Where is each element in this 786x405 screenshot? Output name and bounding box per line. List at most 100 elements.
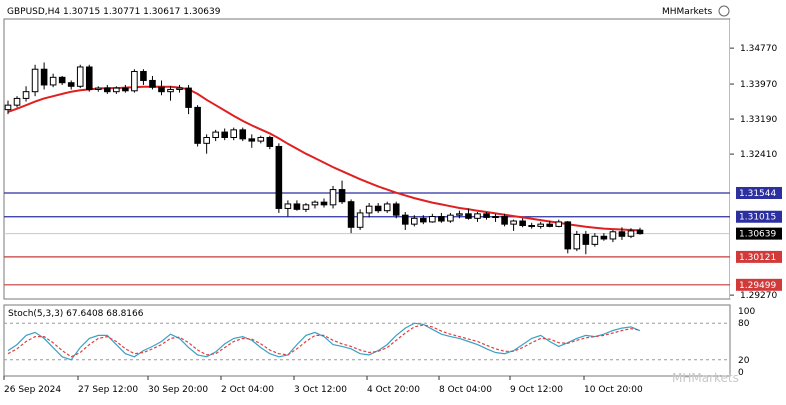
stoch-label: Stoch(5,3,3) 67.6408 68.8166 [8, 309, 144, 319]
candle-body-bullish [284, 203, 292, 209]
candle-body-bullish [447, 214, 454, 222]
candle-body-bullish [203, 136, 210, 144]
candle-body-bullish [573, 233, 581, 250]
candle-body-bearish [618, 231, 626, 237]
candle-body-bearish [600, 235, 608, 240]
candle-body-bearish [40, 68, 48, 86]
candle-body-bullish [329, 189, 337, 206]
candle-body-bearish [149, 79, 156, 88]
candle-body-bullish [94, 87, 102, 90]
candle-body-bearish [275, 145, 283, 209]
candle-body-bearish [401, 214, 409, 225]
candle-body-bullish [76, 66, 84, 87]
candle-body-bearish [519, 220, 526, 226]
time-tick-label: 10 Oct 20:00 [584, 385, 643, 395]
price-level-label: 1.31544 [739, 189, 776, 199]
candle-body-bullish [13, 97, 21, 106]
price-level-label: 1.30639 [739, 230, 776, 240]
candle-body-bullish [429, 216, 436, 223]
candle-body-bearish [636, 229, 644, 235]
candle-body-bearish [546, 223, 554, 227]
candle-body-bullish [4, 104, 12, 111]
candle-body-bearish [140, 70, 147, 81]
price-tick-label: 1.32410 [740, 150, 777, 160]
candle-body-bearish [465, 213, 472, 219]
candle-body-bullish [555, 221, 563, 227]
price-level-label: 1.30121 [739, 253, 776, 263]
symbol-ohlc-header: GBPUSD,H4 1.30715 1.30771 1.30617 1.3063… [7, 7, 221, 17]
candle-body-bullish [510, 220, 517, 225]
candle-body-bearish [266, 136, 274, 147]
candle-body-bullish [383, 203, 391, 212]
price-level-tag [736, 250, 782, 263]
price-tick-label: 1.33970 [740, 80, 777, 90]
candles [4, 62, 644, 255]
candle-body-bullish [49, 76, 57, 86]
candle-body-bullish [365, 205, 373, 214]
candle-body-bearish [347, 201, 355, 228]
candle-body-bullish [591, 235, 599, 245]
candle-body-bearish [194, 106, 201, 144]
candle-body-bullish [410, 217, 418, 225]
candle-body-bullish [302, 204, 310, 210]
time-tick-label: 4 Oct 20:00 [367, 385, 420, 395]
time-axis: 26 Sep 2024 27 Sep 12:00 30 Sep 20:00 2 Oct… [3, 376, 643, 395]
candle-body-bearish [293, 203, 301, 210]
price-level-label: 1.29499 [739, 281, 776, 291]
candle-body-bearish [374, 205, 382, 212]
candle-body-bullish [31, 68, 39, 93]
time-tick-label: 26 Sep 2024 [4, 385, 61, 395]
candle-body-bullish [627, 230, 635, 237]
candle-body-bullish [492, 216, 499, 219]
price-tick-label: 1.34770 [740, 44, 777, 54]
stoch-lines [4, 322, 730, 361]
candle-body-bullish [131, 70, 138, 92]
candle-body-bullish [257, 136, 265, 142]
candle-body-bearish [85, 66, 93, 90]
watermark: MHMarkets [672, 371, 739, 385]
candle-body-bullish [22, 91, 30, 99]
candle-body-bearish [320, 201, 328, 206]
price-tick-label: 1.33190 [740, 115, 777, 125]
time-tick-label: 8 Oct 04:00 [439, 385, 492, 395]
candle-body-bearish [420, 217, 427, 223]
price-level-label: 1.31015 [739, 213, 776, 223]
main-panel [3, 18, 731, 300]
candle-body-bearish [564, 221, 572, 250]
stoch-main-line [7, 322, 641, 361]
price-levels: 1.31544 1.31015 1.30639 1.30121 1.29499 [4, 186, 782, 291]
price-level-tag [736, 227, 782, 240]
candle-body-bearish [67, 82, 75, 87]
price-level-tag [736, 210, 782, 223]
candle-body-bearish [104, 87, 111, 93]
stoch-tick-label: 20 [738, 356, 750, 366]
time-tick-label: 2 Oct 04:00 [221, 385, 274, 395]
time-tick-label: 30 Sep 20:00 [148, 385, 208, 395]
candle-body-bullish [176, 87, 183, 90]
time-tick-label: 3 Oct 12:00 [294, 385, 347, 395]
brand-label: MHMarkets [662, 7, 712, 17]
candle-body-bullish [356, 212, 364, 228]
time-tick-label: 9 Oct 12:00 [510, 385, 563, 395]
candle-body-bearish [158, 86, 165, 93]
candle-body-bearish [338, 189, 346, 203]
candle-body-bearish [483, 213, 490, 218]
candle-body-bullish [113, 87, 120, 93]
candle-body-bearish [528, 224, 535, 227]
price-level-tag [736, 186, 782, 199]
stoch-panel [3, 304, 731, 377]
candle-body-bearish [248, 138, 256, 142]
price-tick-label: 1.29270 [740, 291, 777, 301]
candle-body-bullish [167, 88, 174, 93]
candle-body-bullish [609, 231, 617, 240]
price-level-tag [736, 278, 782, 291]
candle-body-bearish [58, 76, 66, 84]
stoch-signal-line [7, 324, 641, 358]
brand-logo-icon [718, 5, 730, 17]
time-tick-label: 27 Sep 12:00 [78, 385, 138, 395]
candle-body-bearish [122, 87, 129, 92]
candle-body-bearish [239, 129, 247, 140]
candle-body-bearish [501, 216, 508, 225]
candle-body-bearish [185, 87, 192, 108]
